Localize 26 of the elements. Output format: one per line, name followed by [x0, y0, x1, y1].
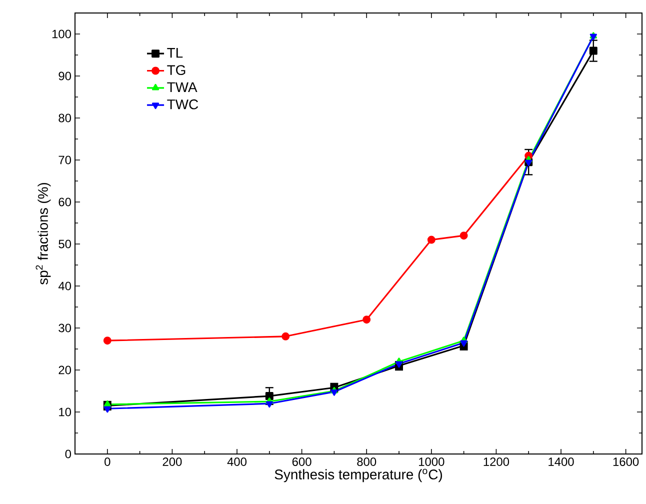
y-tick-label: 30 [58, 324, 72, 332]
x-tick-label: 1400 [548, 458, 574, 466]
x-tick-label: 400 [227, 458, 247, 466]
y-tick-label: 0 [65, 450, 72, 458]
legend-label: TWC [167, 99, 198, 110]
x-tick-label: 200 [162, 458, 182, 466]
y-tick-label: 100 [52, 30, 72, 38]
x-tick-label: 800 [357, 458, 376, 466]
y-tick-label: 70 [58, 156, 72, 164]
x-tick-label: 1200 [484, 458, 510, 466]
y-tick-label: 10 [59, 408, 72, 416]
x-tick-label: 1600 [613, 458, 639, 466]
legend-label: TG [167, 65, 186, 76]
legend-label: TWA [167, 82, 198, 92]
x-axis-title: Synthesis temperature ($^{o}$C) [274, 468, 442, 482]
y-tick-label: 90 [58, 72, 72, 80]
y-tick-label: 60 [58, 198, 72, 206]
x-tick-label: 0 [104, 458, 110, 466]
y-tick-label: 80 [58, 114, 72, 122]
legend-label: TL [167, 48, 183, 58]
x-tick-label: 1000 [419, 458, 444, 466]
x-tick-label: 600 [292, 458, 312, 466]
y-tick-label: 20 [58, 366, 72, 374]
y-axis-title: sp$^{2}$ fractions (%) [36, 182, 51, 285]
y-tick-label: 40 [58, 282, 72, 290]
y-tick-label: 50 [58, 240, 72, 248]
